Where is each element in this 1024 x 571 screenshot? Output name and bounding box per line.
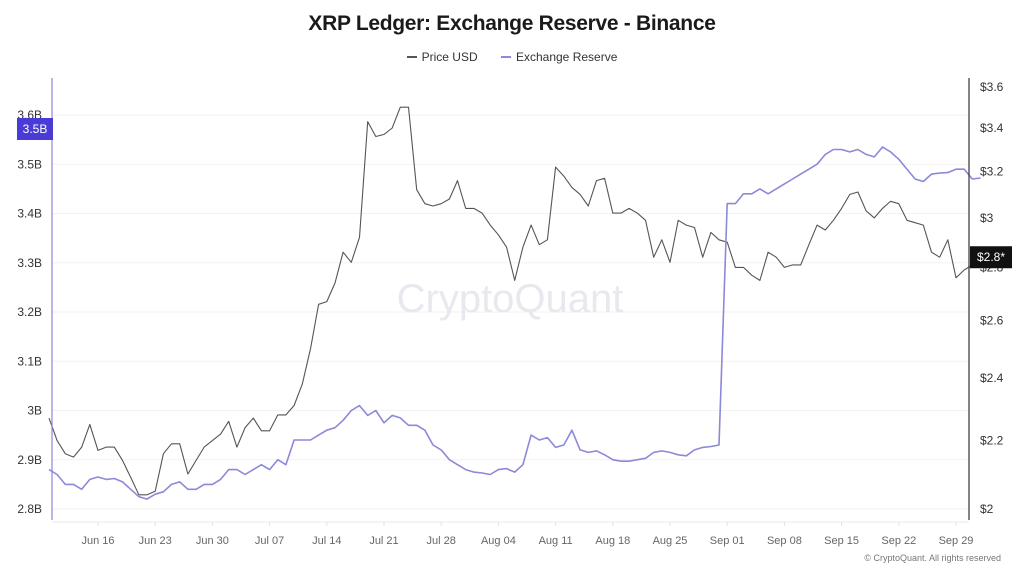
price-usd-line — [48, 106, 998, 496]
copyright-footer: © CryptoQuant. All rights reserved — [864, 553, 1001, 563]
right-tick-label: $2.6 — [980, 314, 1004, 328]
left-tick-label: 3.2B — [17, 305, 42, 319]
x-tick-label: Aug 04 — [481, 535, 516, 547]
x-tick-label: Aug 11 — [539, 535, 573, 547]
right-tick-label: $2.4 — [980, 371, 1004, 385]
exchange-reserve-line — [48, 146, 981, 500]
left-tick-label: 3.3B — [17, 256, 42, 270]
x-tick-label: Jun 16 — [81, 535, 114, 547]
right-tick-label: $2.2 — [980, 434, 1004, 448]
x-tick-label: Jul 21 — [369, 535, 398, 547]
x-tick-label: Aug 25 — [653, 535, 688, 547]
x-tick-label: Jun 23 — [139, 535, 172, 547]
right-tick-label: $2 — [980, 502, 994, 516]
left-tick-label: 2.8B — [17, 502, 42, 516]
chart-title: XRP Ledger: Exchange Reserve - Binance — [308, 12, 716, 35]
right-tick-label: $3 — [980, 211, 994, 225]
left-tick-label: 2.9B — [17, 453, 42, 467]
x-tick-label: Sep 08 — [767, 535, 802, 547]
x-tick-label: Jun 30 — [196, 535, 229, 547]
legend-swatch-reserve — [500, 56, 511, 58]
x-tick-label: Sep 29 — [939, 535, 974, 547]
x-tick-label: Sep 15 — [824, 535, 859, 547]
left-tick-label: 3.4B — [17, 207, 42, 221]
x-tick-label: Jul 07 — [255, 535, 284, 547]
x-tick-label: Sep 01 — [710, 535, 745, 547]
legend-swatch-price — [406, 56, 417, 58]
left-tick-label: 3.5B — [17, 157, 42, 171]
right-tick-label: $3.4 — [980, 121, 1004, 135]
x-tick-label: Aug 18 — [595, 535, 630, 547]
x-tick-label: Jul 28 — [427, 535, 456, 547]
x-axis-ticks: Jun 16 Jun 23 Jun 30 Jul 07 Jul 14 Jul 21 Jul … — [81, 522, 973, 547]
current-value-badges: 3.5B $2.8* — [17, 118, 1012, 269]
reserve-current-badge — [17, 118, 53, 140]
left-tick-label: 3B — [27, 404, 42, 418]
price-current-badge-label: $2.8* — [977, 250, 1005, 264]
left-tick-label: 3.1B — [17, 354, 42, 368]
legend-item-reserve[interactable]: Exchange Reserve — [500, 50, 618, 64]
legend-item-price[interactable]: Price USD — [406, 50, 478, 64]
right-tick-label: $3.6 — [980, 80, 1004, 94]
series-layer — [48, 106, 998, 500]
price-current-badge — [970, 246, 1012, 269]
right-tick-label: $3.2 — [980, 165, 1004, 179]
x-tick-label: Sep 22 — [881, 535, 916, 547]
legend-label-price: Price USD — [421, 50, 478, 64]
chart-legend: Price USD Exchange Reserve — [0, 47, 1024, 64]
right-axis-ticks: $2$2.2$2.4$2.6$2.8$3$3.2$3.4$3.6 — [980, 80, 1004, 516]
x-tick-label: Jul 14 — [312, 535, 341, 547]
legend-label-reserve: Exchange Reserve — [515, 50, 618, 64]
watermark: CryptoQuant — [397, 277, 624, 321]
reserve-current-badge-label: 3.5B — [23, 122, 48, 136]
